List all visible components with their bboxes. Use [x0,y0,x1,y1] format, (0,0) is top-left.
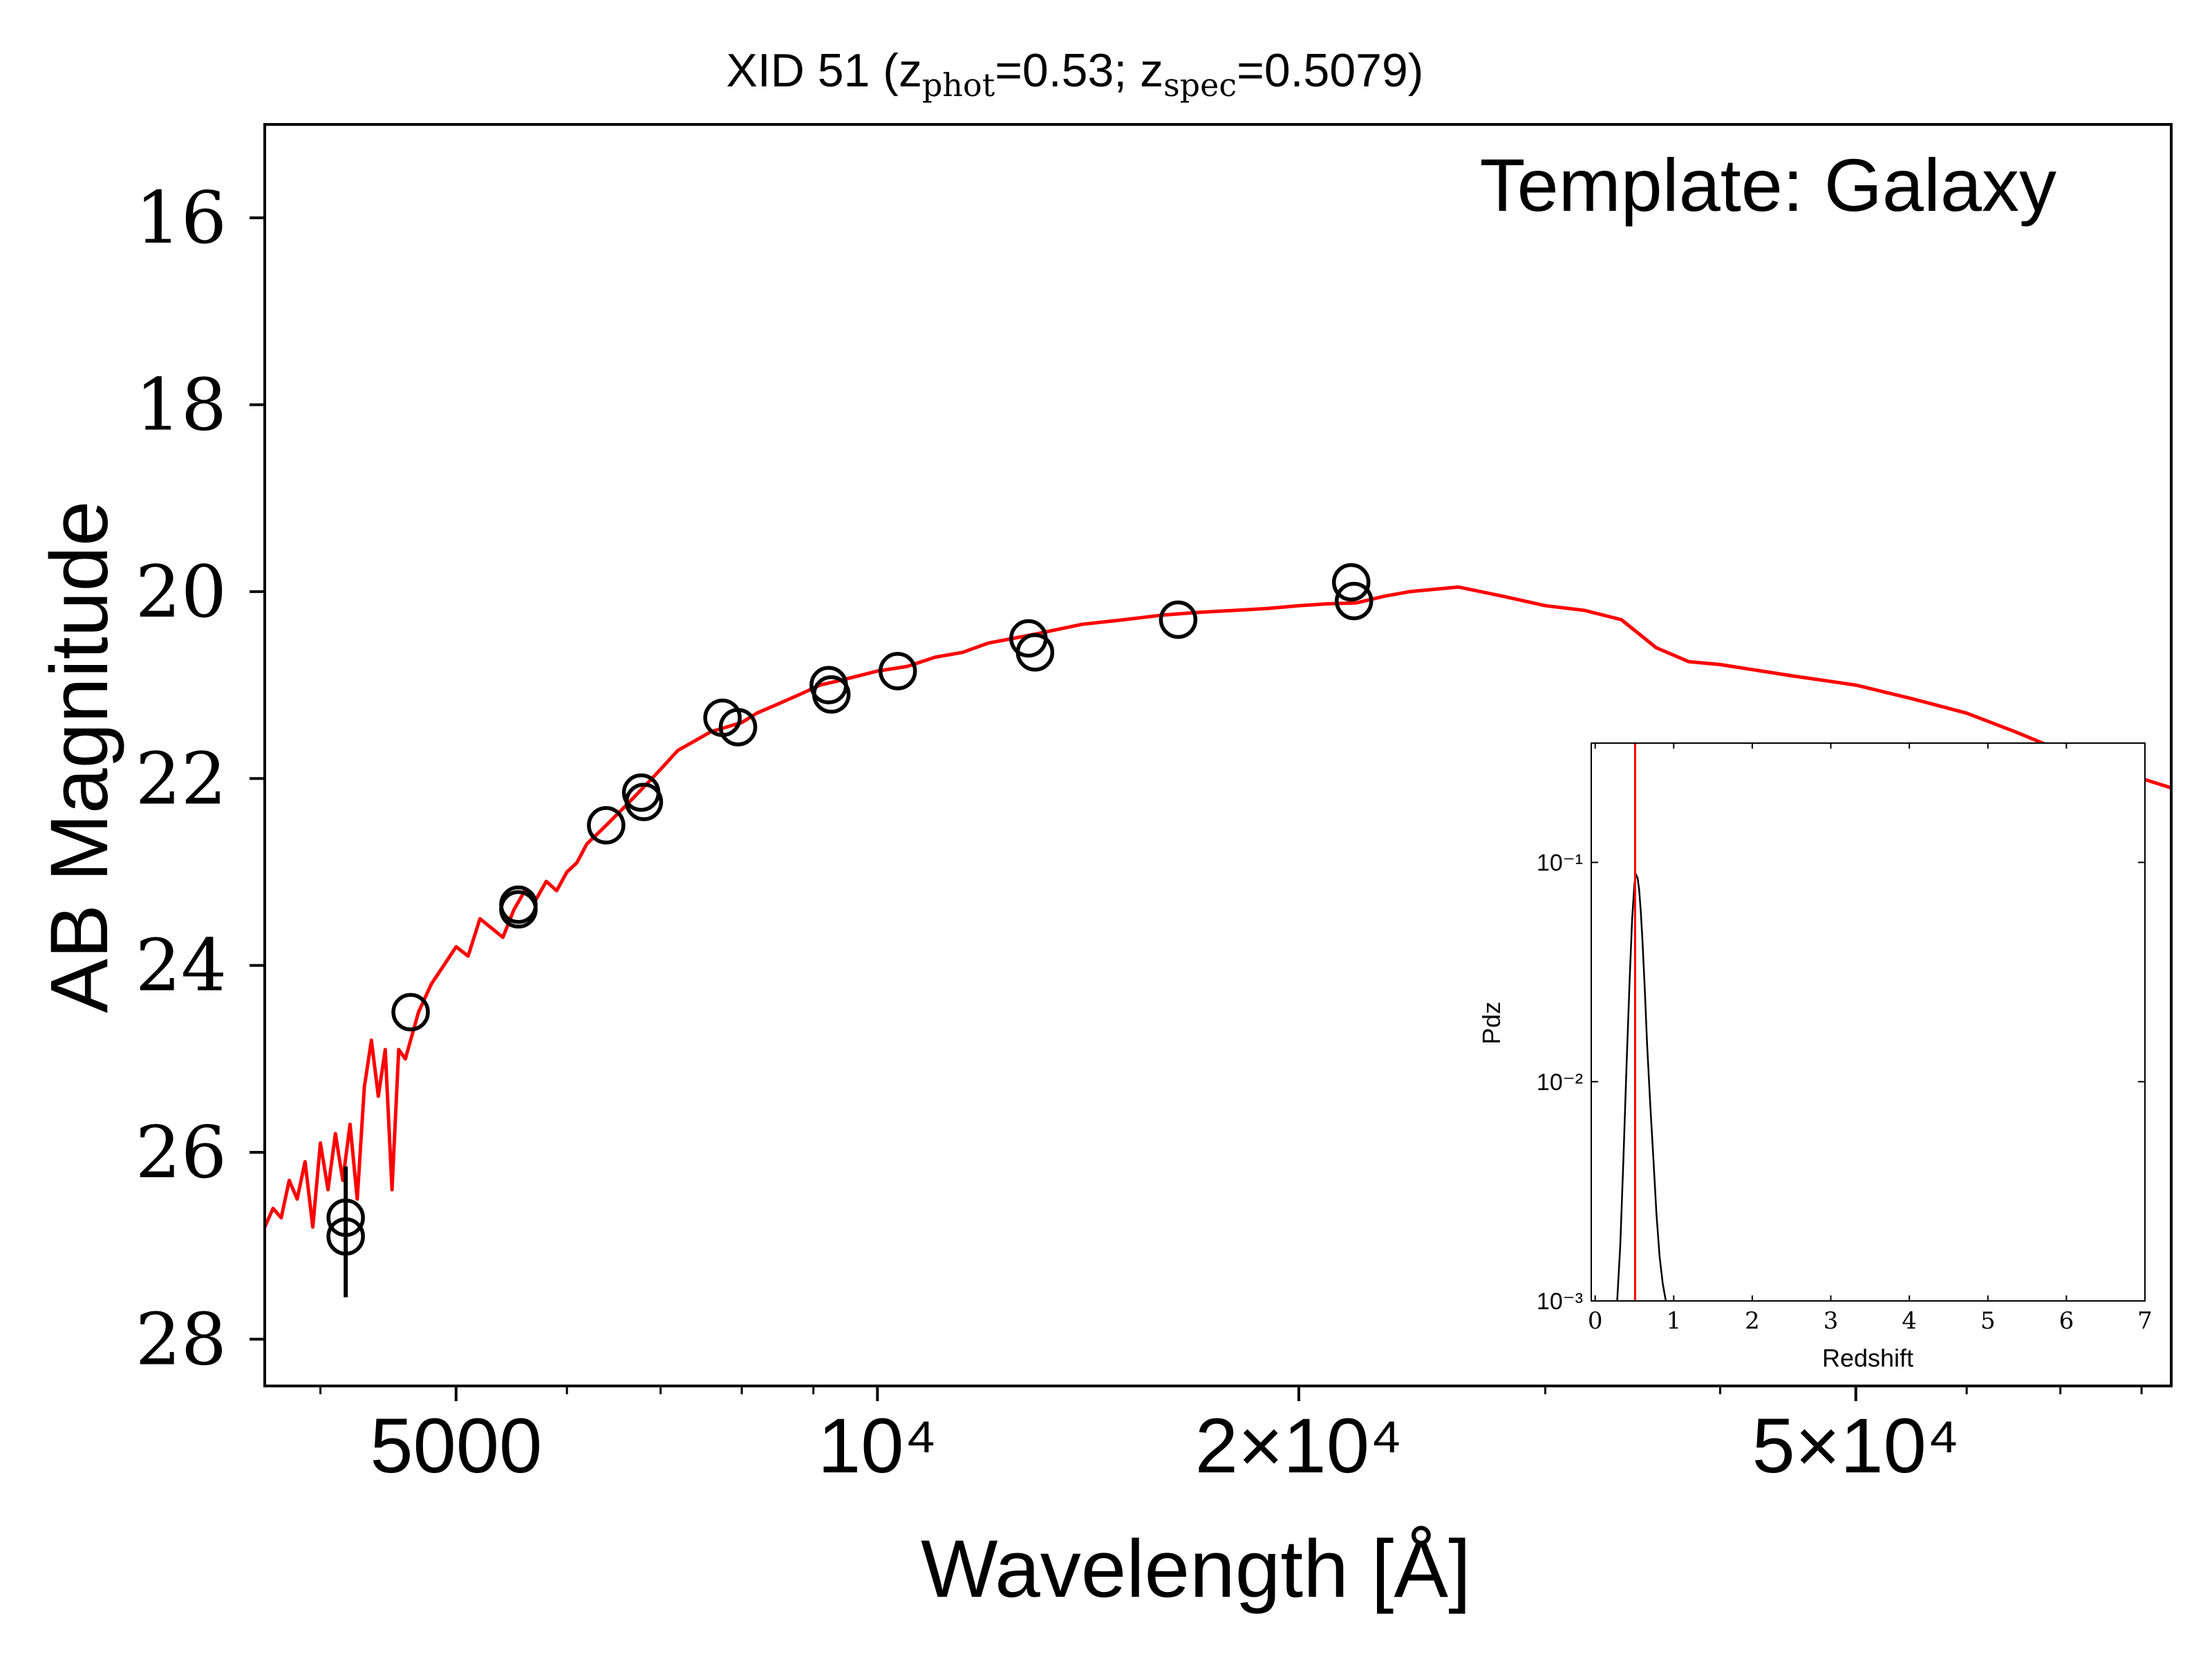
inset-x-axis-label: Redshift [1822,1344,1913,1372]
inset-x-tick-label: 0 [1588,1307,1603,1335]
inset-y-tick-label: 10⁻³ [1537,1288,1583,1315]
photometry-point [326,1198,365,1237]
y-tick-label: 26 [135,1110,227,1194]
y-tick-label: 28 [135,1297,227,1381]
x-axis-label: Wavelength [Å] [921,1524,1471,1615]
model-spectrum-layer [265,585,2171,1229]
y-tick-label: 20 [135,550,227,634]
inset-y-ticks: 10⁻³ 10⁻² 10⁻¹ [1537,850,2145,1315]
main-axes-frame [263,123,2173,1387]
pdz-layer [1616,743,1667,1301]
inset-x-tick-label: 4 [1902,1307,1917,1335]
photometry-points-layer [326,563,1374,1256]
inset-y-tick-label: 10⁻¹ [1537,850,1583,877]
y-tick-label: 18 [135,363,227,447]
y-tick-label: 24 [135,924,227,1008]
photometry-point [718,708,758,747]
inset-x-tick-label: 1 [1666,1307,1681,1335]
template-annotation: Template: Galaxy [1480,143,2056,227]
inset-x-tick-label: 3 [1824,1307,1839,1335]
photometry-point [812,675,851,714]
photometry-point [499,890,538,929]
chart-title: XID 51 (zphot=0.53; zspec=0.5079) [727,44,1424,104]
pdz-curve [1616,872,1667,1301]
x-tick-label: 5000 [370,1403,542,1489]
photometry-point [1331,563,1371,602]
inset-y-axis-label: Pdz [1477,1002,1506,1044]
photometry-point [1159,600,1198,639]
x-tick-label: 2×10⁴ [1195,1403,1403,1489]
inset-x-tick-label: 6 [2059,1307,2074,1335]
y-axis-label: AB Magnitude [34,500,125,1013]
inset-background [1591,743,2145,1301]
photometry-point [624,782,664,821]
inset-axes-frame [1591,742,2146,1302]
y-tick-label: 22 [135,736,227,821]
photometry-point [326,1217,365,1256]
y-tick-label: 16 [135,176,227,260]
inset-x-tick-label: 2 [1745,1307,1760,1335]
inset-y-tick-label: 10⁻² [1537,1069,1583,1096]
x-tick-label: 5×10⁴ [1752,1403,1960,1489]
photometry-point [391,993,430,1032]
inset-x-tick-label: 5 [1980,1307,1996,1335]
model-spectrum-line [265,585,2171,1229]
inset-x-tick-label: 7 [2137,1307,2153,1335]
photometry-point [587,806,626,845]
photometry-point [1334,581,1374,621]
x-tick-label: 10⁴ [818,1403,937,1489]
photometry-point [1015,633,1055,672]
inset-label-backdrop [1469,1301,2145,1384]
main-x-ticks: 5000 10⁴ 2×10⁴ 5×10⁴ [319,1386,2143,1489]
inset-x-ticks: 0 1 2 3 4 5 6 7 [1588,743,2153,1335]
photometry-point [879,652,917,691]
main-y-ticks: 16 18 20 22 24 26 28 [135,176,265,1381]
